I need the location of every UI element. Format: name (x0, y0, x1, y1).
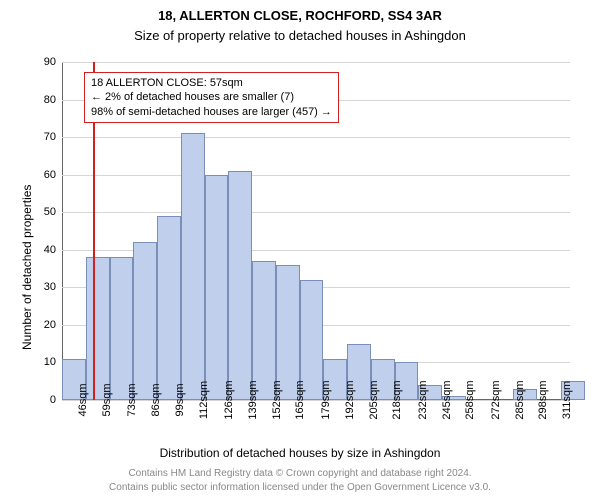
footer-line-1: Contains HM Land Registry data © Crown c… (0, 468, 600, 479)
x-tick-label: 152sqm (267, 380, 283, 419)
x-tick-label: 139sqm (243, 380, 259, 419)
y-tick-label: 0 (50, 394, 62, 406)
x-axis-label: Distribution of detached houses by size … (0, 446, 600, 460)
grid-line (62, 137, 570, 138)
chart-container: 18, ALLERTON CLOSE, ROCHFORD, SS4 3AR Si… (0, 0, 600, 500)
y-tick-label: 40 (44, 244, 62, 256)
y-tick-label: 90 (44, 56, 62, 68)
x-tick-label: 46sqm (73, 383, 89, 416)
histogram-bar (205, 175, 229, 400)
y-axis-label: Number of detached properties (20, 185, 34, 350)
grid-line (62, 62, 570, 63)
x-tick-label: 99sqm (170, 383, 186, 416)
x-tick-label: 192sqm (340, 380, 356, 419)
histogram-bar (86, 257, 110, 400)
x-tick-label: 218sqm (387, 380, 403, 419)
histogram-plot: 010203040506070809046sqm59sqm73sqm86sqm9… (62, 62, 570, 400)
x-tick-label: 86sqm (146, 383, 162, 416)
y-tick-label: 30 (44, 281, 62, 293)
y-tick-label: 60 (44, 169, 62, 181)
y-axis-line (62, 62, 63, 400)
y-tick-label: 50 (44, 206, 62, 218)
title-address: 18, ALLERTON CLOSE, ROCHFORD, SS4 3AR (0, 8, 600, 23)
x-tick-label: 285sqm (510, 380, 526, 419)
x-tick-label: 232sqm (413, 380, 429, 419)
annot-line-1: 18 ALLERTON CLOSE: 57sqm (91, 76, 332, 90)
x-tick-label: 165sqm (290, 380, 306, 419)
annot-line-2: ← 2% of detached houses are smaller (7) (91, 90, 332, 104)
x-tick-label: 272sqm (486, 380, 502, 419)
y-tick-label: 70 (44, 131, 62, 143)
x-tick-label: 311sqm (557, 381, 573, 419)
histogram-bar (157, 216, 181, 400)
histogram-bar (228, 171, 252, 400)
footer-line-2: Contains public sector information licen… (0, 482, 600, 493)
annotation-box: 18 ALLERTON CLOSE: 57sqm← 2% of detached… (84, 72, 339, 123)
x-tick-label: 298sqm (533, 380, 549, 419)
x-tick-label: 59sqm (97, 383, 113, 416)
grid-line (62, 175, 570, 176)
x-tick-label: 205sqm (364, 380, 380, 419)
histogram-bar (110, 257, 134, 400)
x-tick-label: 73sqm (122, 383, 138, 416)
x-tick-label: 126sqm (219, 380, 235, 419)
x-tick-label: 258sqm (460, 380, 476, 419)
grid-line (62, 212, 570, 213)
x-tick-label: 112sqm (194, 381, 210, 419)
x-tick-label: 179sqm (316, 380, 332, 419)
annot-line-3: 98% of semi-detached houses are larger (… (91, 105, 332, 119)
histogram-bar (252, 261, 276, 400)
histogram-bar (133, 242, 157, 400)
title-subtitle: Size of property relative to detached ho… (0, 28, 600, 43)
x-tick-label: 245sqm (437, 380, 453, 419)
histogram-bar (181, 133, 205, 400)
y-tick-label: 80 (44, 94, 62, 106)
y-tick-label: 10 (44, 356, 62, 368)
y-tick-label: 20 (44, 319, 62, 331)
